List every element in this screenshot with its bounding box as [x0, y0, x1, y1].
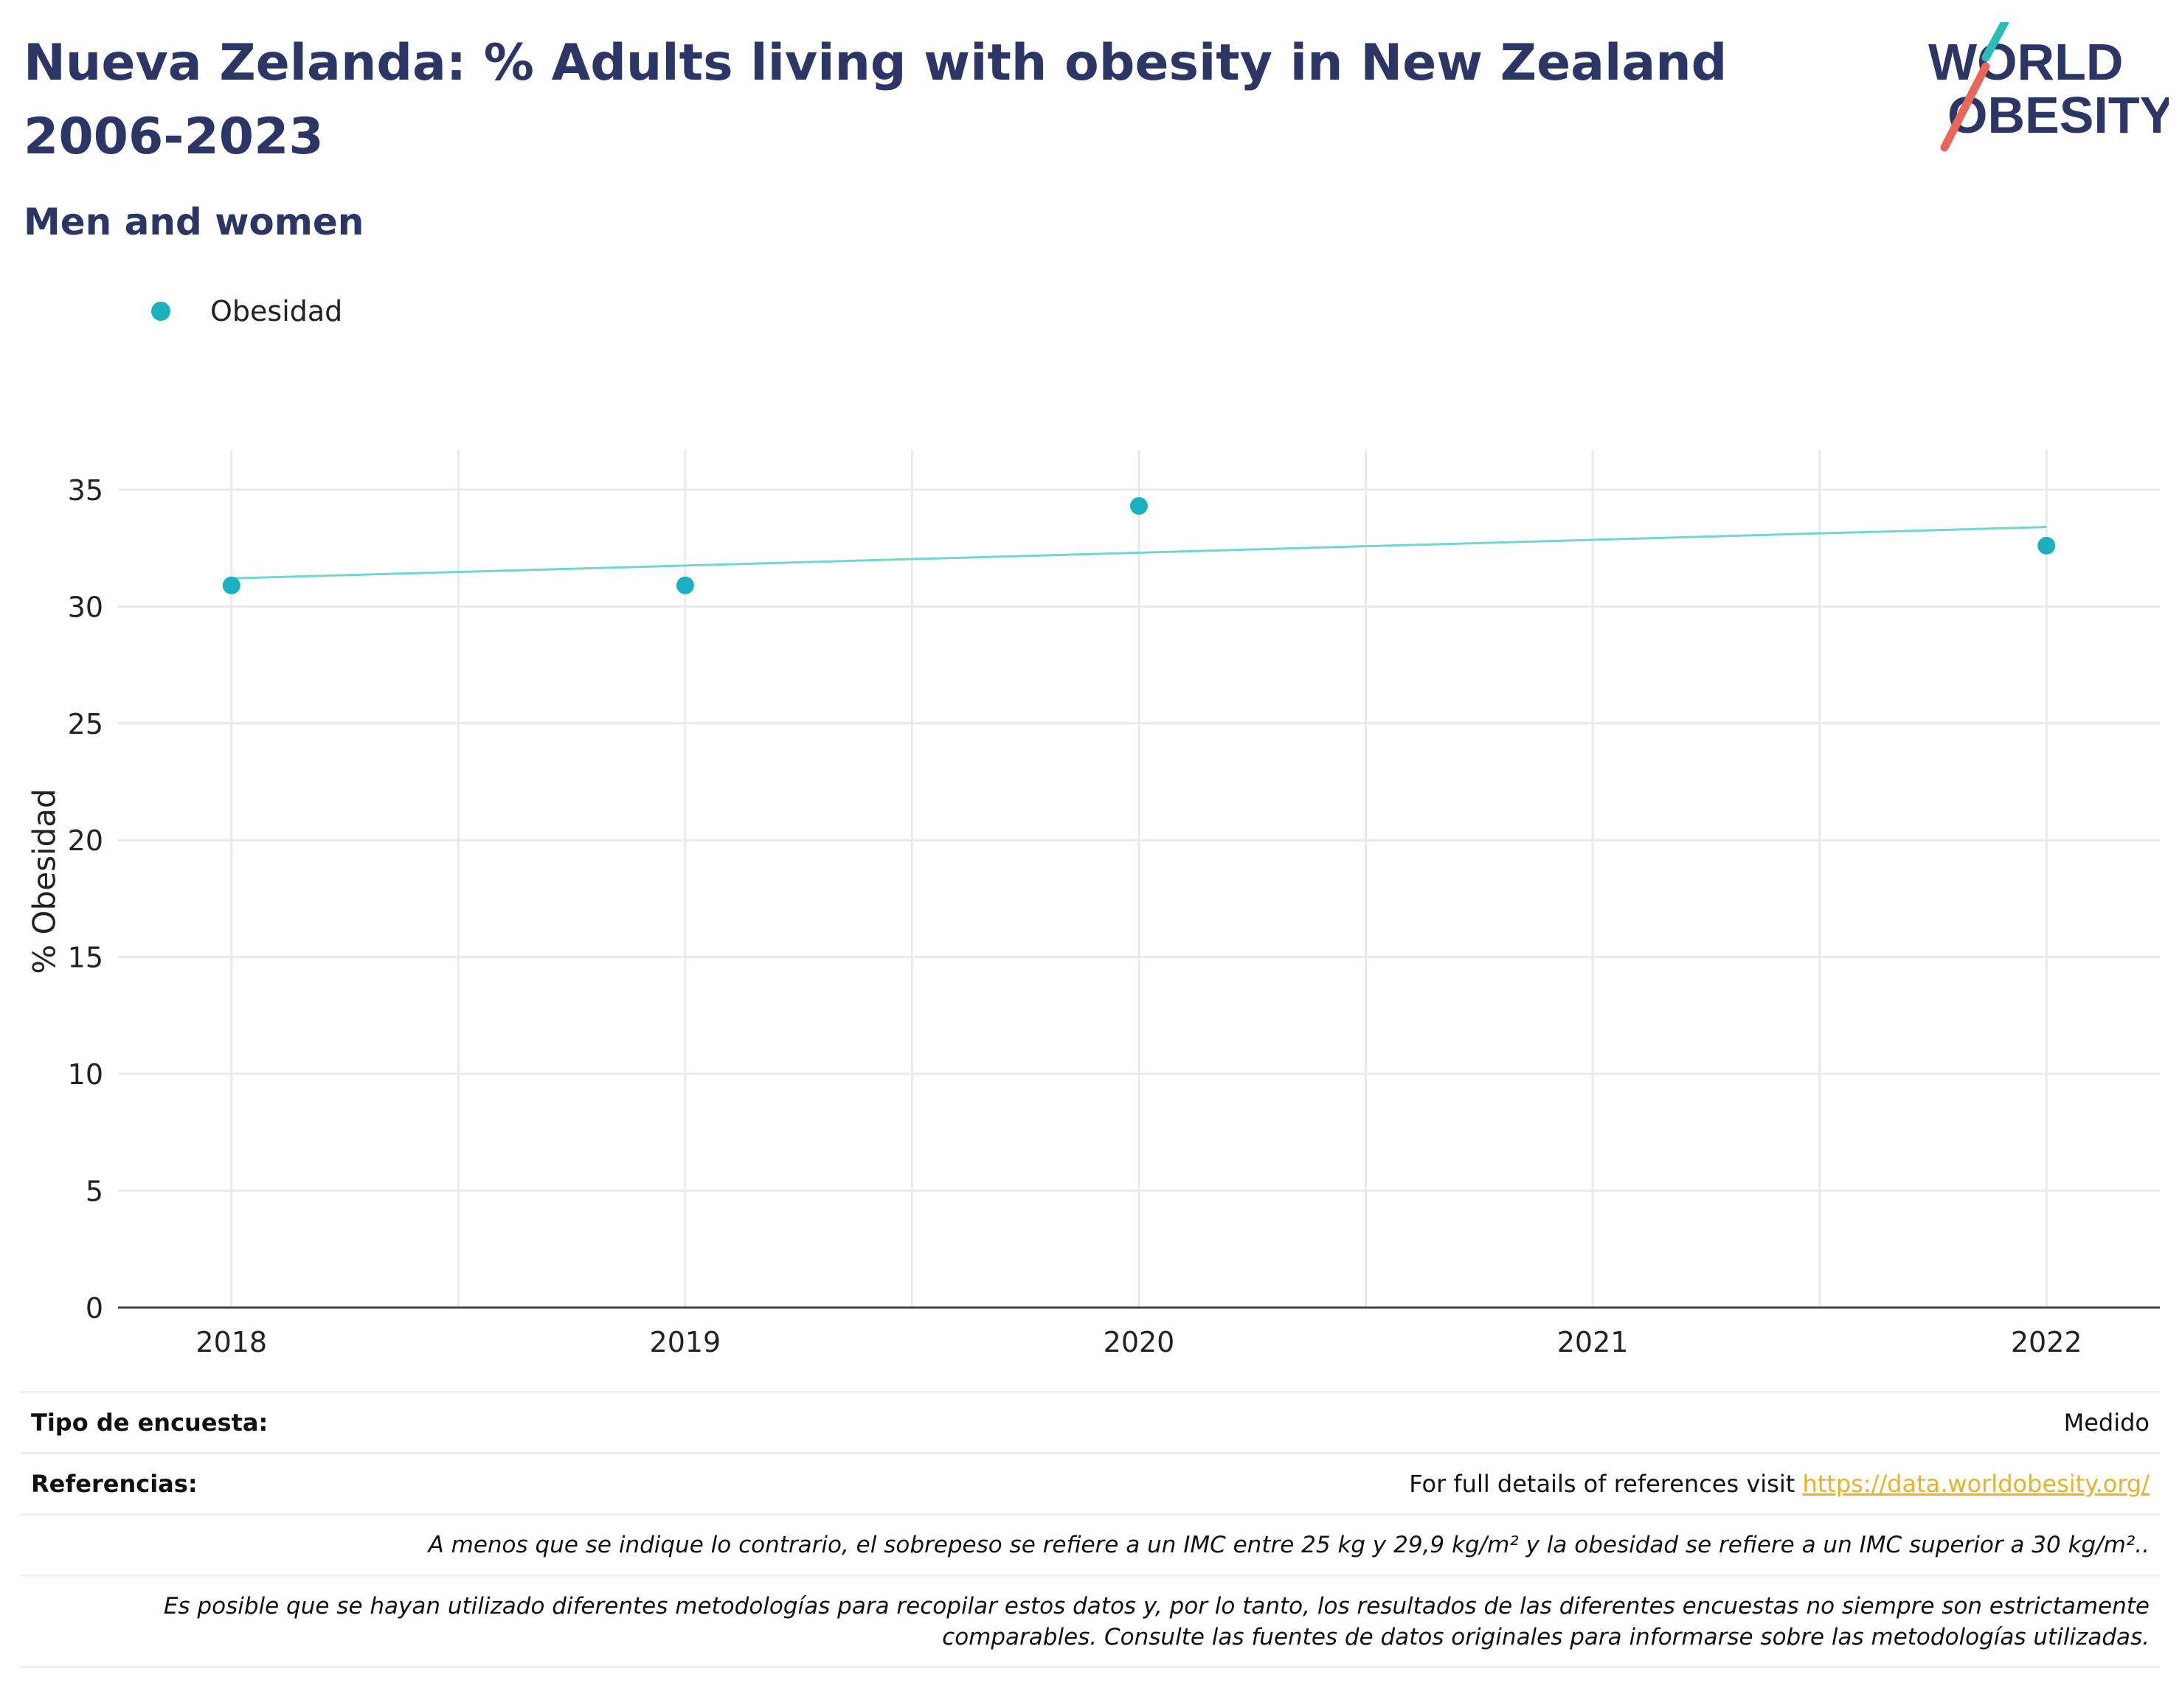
- world-obesity-logo: WORLD OBESITY: [1928, 22, 2169, 152]
- y-tick-label: 5: [86, 1176, 103, 1208]
- y-tick-label: 0: [86, 1292, 103, 1325]
- legend[interactable]: Obesidad: [151, 295, 342, 327]
- methodology-note-line2: comparables. Consulte las fuentes de dat…: [942, 1623, 2150, 1650]
- y-tick-label: 35: [68, 474, 103, 507]
- chart-title: Nueva Zelanda: % Adults living with obes…: [24, 34, 1728, 166]
- logo-slash-teal: [1981, 22, 2009, 62]
- x-tick-label: 2021: [1557, 1326, 1629, 1357]
- y-tick-label: 20: [68, 825, 103, 857]
- chart-plot: 0 5 10 15 20 25 30 35 2018 2019 2020 2021 2022: [68, 450, 2160, 1357]
- y-tick-label: 30: [68, 591, 103, 623]
- survey-type-label: Tipo de encuesta:: [31, 1409, 269, 1437]
- x-tick-label: 2019: [650, 1326, 721, 1357]
- x-tick-label: 2022: [2011, 1326, 2082, 1357]
- legend-marker: [151, 302, 170, 321]
- references-link[interactable]: https://data.worldobesity.org/: [1802, 1470, 2150, 1498]
- info-table: Tipo de encuesta: Medido Referencias: Fo…: [21, 1391, 2160, 1668]
- chart-subtitle: Men and women: [24, 201, 364, 243]
- data-point: [2037, 536, 2056, 555]
- methodology-note-line1: Es posible que se hayan utilizado difere…: [163, 1592, 2150, 1620]
- bmi-note: A menos que se indique lo contrario, el …: [428, 1532, 2150, 1558]
- data-point: [676, 576, 694, 594]
- logo-slash-coral: [1940, 62, 1990, 152]
- data-point: [222, 576, 240, 594]
- x-tick-label: 2018: [195, 1326, 267, 1357]
- references-label: Referencias:: [31, 1470, 198, 1498]
- references-value: For full details of references visit htt…: [1409, 1470, 2150, 1498]
- survey-type-value: Medido: [2063, 1409, 2150, 1437]
- bmi-note-row: A menos que se indique lo contrario, el …: [21, 1516, 2160, 1577]
- y-tick-label: 25: [68, 708, 103, 740]
- survey-type-row: Tipo de encuesta: Medido: [21, 1393, 2160, 1454]
- references-text: For full details of references visit: [1409, 1470, 1803, 1498]
- references-row: Referencias: For full details of referen…: [21, 1454, 2160, 1516]
- trend-line: [231, 526, 2047, 580]
- y-tick-label: 10: [68, 1058, 103, 1091]
- legend-label: Obesidad: [210, 295, 343, 327]
- logo-word-world: WORLD: [1928, 33, 2123, 91]
- data-point: [1130, 497, 1148, 515]
- y-axis-label: % Obesidad: [26, 788, 63, 974]
- methodology-note-row: Es posible que se hayan utilizado difere…: [21, 1577, 2160, 1668]
- logo-word-obesity: OBESITY: [1947, 86, 2169, 144]
- x-tick-label: 2020: [1104, 1326, 1175, 1357]
- y-tick-label: 15: [68, 942, 103, 974]
- methodology-note: Es posible que se hayan utilizado difere…: [31, 1591, 2150, 1653]
